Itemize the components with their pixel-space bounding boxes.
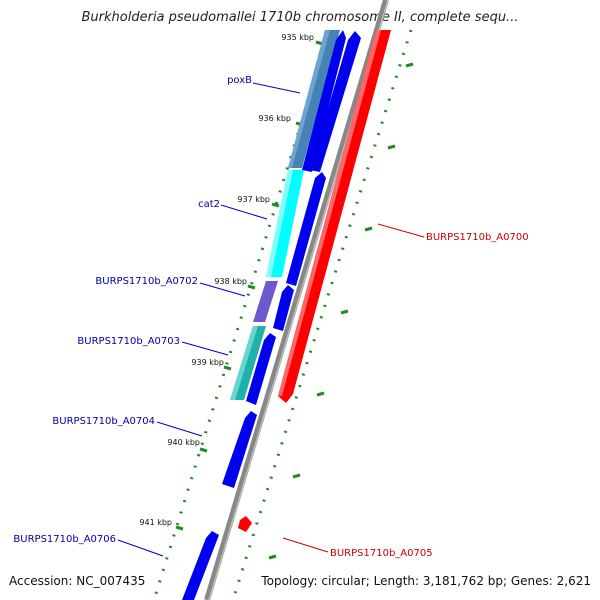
- backbone: [204, 0, 389, 600]
- label-a0702[interactable]: BURPS1710b_A0702: [95, 276, 198, 287]
- a0704-gene[interactable]: [222, 411, 257, 488]
- cat2-gene[interactable]: [286, 172, 326, 286]
- poxB-gene[interactable]: [302, 30, 346, 172]
- label-a0700[interactable]: BURPS1710b_A0700: [426, 232, 529, 243]
- label-a0705[interactable]: BURPS1710b_A0705: [330, 548, 433, 559]
- left-gene-labels: poxB cat2 BURPS1710b_A0702 BURPS1710b_A0…: [13, 75, 301, 557]
- tick-939: 939 kbp: [191, 358, 224, 367]
- tick-935: 935 kbp: [281, 33, 314, 42]
- a0702-cds[interactable]: [253, 281, 278, 322]
- label-cat2[interactable]: cat2: [198, 199, 220, 210]
- label-a0706[interactable]: BURPS1710b_A0706: [13, 534, 116, 545]
- tick-936: 936 kbp: [258, 114, 291, 123]
- forward-genes: [182, 30, 361, 600]
- accession-text: Accession: NC_007435: [9, 574, 146, 588]
- label-a0703[interactable]: BURPS1710b_A0703: [77, 336, 180, 347]
- a0705-gene[interactable]: [238, 516, 252, 532]
- map-title: Burkholderia pseudomallei 1710b chromoso…: [81, 10, 519, 25]
- cds-band: [230, 30, 340, 400]
- tick-940: 940 kbp: [167, 438, 200, 447]
- major-ticks: [175, 40, 414, 560]
- a0703-gene[interactable]: [246, 333, 276, 405]
- tick-937: 937 kbp: [237, 195, 270, 204]
- tick-labels: 935 kbp 936 kbp 937 kbp 938 kbp 939 kbp …: [139, 33, 314, 527]
- a0706-gene[interactable]: [182, 531, 219, 600]
- label-poxB[interactable]: poxB: [227, 75, 252, 86]
- a0702-gene[interactable]: [273, 285, 294, 331]
- reverse-genes: [238, 30, 391, 532]
- topology-text: Topology: circular; Length: 3,181,762 bp…: [261, 574, 591, 588]
- label-a0704[interactable]: BURPS1710b_A0704: [52, 416, 155, 427]
- right-gene-labels: BURPS1710b_A0700 BURPS1710b_A0705: [282, 223, 529, 559]
- tick-941: 941 kbp: [139, 518, 172, 527]
- a0700-gene[interactable]: [278, 30, 391, 403]
- gene-arrow-2[interactable]: [310, 31, 361, 172]
- tick-938: 938 kbp: [214, 277, 247, 286]
